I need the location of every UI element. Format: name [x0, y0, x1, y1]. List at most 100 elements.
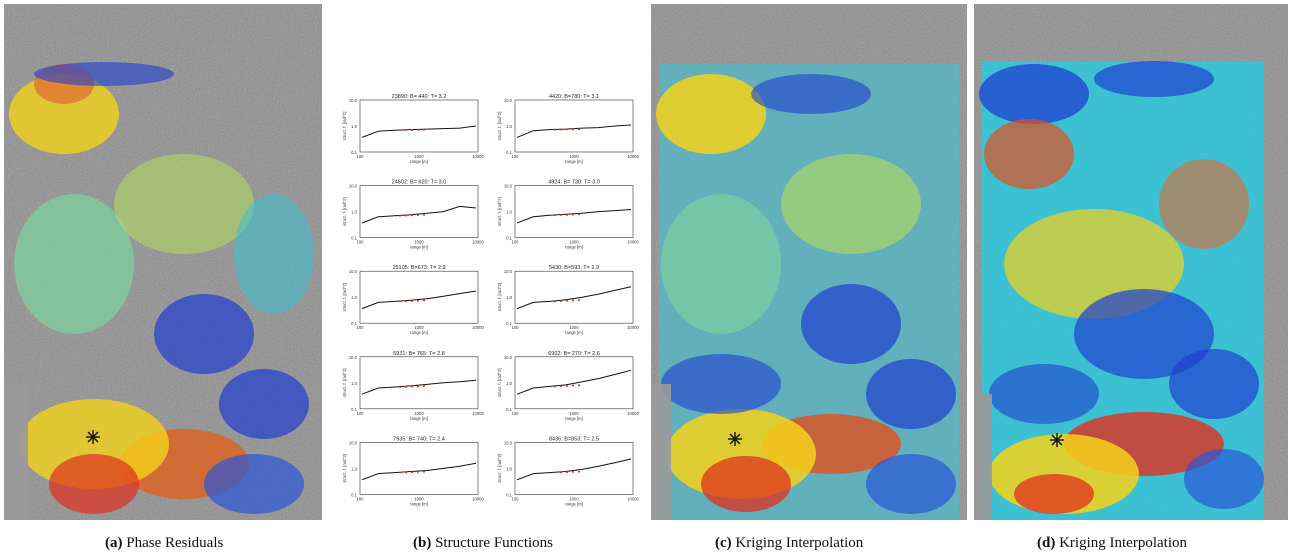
fit-point: [411, 299, 413, 302]
fit-point: [566, 213, 568, 216]
plot-frame: [359, 442, 479, 495]
fit-point: [554, 385, 556, 388]
y-tick-label: 0.1: [351, 492, 357, 497]
y-tick-label: 1.0: [506, 466, 512, 471]
x-tick-label: 100: [357, 325, 365, 330]
fit-point: [566, 471, 568, 474]
y-tick-label: 10.0: [349, 269, 358, 274]
full-interpolated-field: [979, 61, 1264, 520]
fit-point: [417, 385, 419, 388]
y-tick-label: 1.0: [351, 295, 357, 300]
x-axis-label: range [m]: [410, 245, 428, 250]
fit-point: [572, 213, 574, 216]
fit-point: [572, 128, 574, 131]
fit-point: [560, 300, 562, 303]
plot-frame: [514, 442, 634, 495]
y-tick-label: 0.1: [351, 236, 357, 241]
fit-point: [411, 385, 413, 388]
fit-point: [566, 299, 568, 302]
x-tick-label: 10000: [627, 496, 639, 501]
fit-point: [423, 299, 425, 302]
fit-point: [560, 471, 562, 474]
y-tick-label: 10.0: [504, 98, 513, 103]
fit-point: [405, 300, 407, 303]
plot-frame: [359, 185, 479, 238]
y-tick-label: 10.0: [349, 98, 358, 103]
y-axis-label: struct. f. [rad^2]: [342, 197, 347, 226]
x-tick-label: 100: [512, 325, 520, 330]
y-axis-label: struct. f. [rad^2]: [342, 454, 347, 483]
y-axis-label: struct. f. [rad^2]: [497, 283, 502, 312]
plot-frame: [359, 270, 479, 324]
y-tick-label: 10.0: [349, 355, 358, 360]
fit-point: [405, 129, 407, 132]
plot-title: 7935: B= 740: T= 2.4: [393, 436, 445, 442]
x-tick-label: 10000: [627, 411, 639, 416]
x-axis-label: range [m]: [565, 159, 583, 164]
structure-function-curve: [361, 379, 477, 395]
y-tick-label: 1.0: [506, 295, 512, 300]
x-axis-label: range [m]: [565, 245, 583, 250]
fit-point: [578, 384, 580, 387]
fit-point: [399, 129, 401, 132]
x-tick-label: 100: [357, 240, 365, 245]
fit-point: [417, 299, 419, 302]
kriging-interpolation-map-c: [651, 4, 967, 520]
x-tick-label: 100: [512, 411, 520, 416]
fit-point: [423, 470, 425, 473]
plot-title: 4924: B= 730: T= 3.0: [548, 180, 600, 186]
fit-point: [405, 471, 407, 474]
plot-frame: [359, 356, 479, 410]
fit-point: [578, 470, 580, 473]
caption-b: (b) Structure Functions: [413, 535, 553, 551]
x-tick-label: 1000: [569, 325, 579, 330]
fit-point: [411, 471, 413, 474]
fit-point: [578, 128, 580, 131]
plot-frame: [514, 185, 634, 238]
plot-title: 24602: B= 620: T= 3.0: [392, 180, 447, 186]
x-axis-label: range [m]: [565, 330, 583, 335]
x-axis-label: range [m]: [565, 501, 583, 506]
y-tick-label: 1.0: [351, 381, 357, 386]
caption-a: (a) Phase Residuals: [105, 535, 224, 551]
y-tick-label: 0.1: [506, 407, 512, 412]
y-tick-label: 0.1: [506, 321, 512, 326]
y-tick-label: 1.0: [351, 210, 357, 215]
fit-point: [423, 213, 425, 216]
plot-title: 8436: B=853: T= 2.5: [549, 436, 599, 442]
fit-point: [405, 385, 407, 388]
x-tick-label: 10000: [472, 240, 484, 245]
y-tick-label: 1.0: [506, 124, 512, 129]
structure-function-curve: [516, 369, 632, 395]
x-tick-label: 10000: [627, 240, 639, 245]
phase-residuals-map: [4, 4, 322, 520]
fit-point: [554, 128, 556, 131]
fit-point: [399, 300, 401, 303]
fit-point: [411, 128, 413, 131]
structure-function-curve: [516, 124, 632, 138]
fit-point: [399, 214, 401, 217]
fit-point: [572, 470, 574, 473]
x-tick-label: 1000: [414, 496, 424, 501]
y-tick-label: 10.0: [504, 269, 513, 274]
y-tick-label: 1.0: [351, 124, 357, 129]
x-tick-label: 10000: [472, 154, 484, 159]
fit-point: [566, 128, 568, 131]
plot-frame: [514, 356, 634, 410]
fit-point: [417, 470, 419, 473]
y-tick-label: 10.0: [349, 440, 358, 445]
x-tick-label: 1000: [569, 496, 579, 501]
y-axis-label: struct. f. [rad^2]: [497, 368, 502, 397]
reference-star: [86, 430, 100, 444]
fit-point: [399, 385, 401, 388]
fit-point: [423, 385, 425, 388]
y-tick-label: 0.1: [351, 407, 357, 412]
fit-point: [578, 213, 580, 216]
x-tick-label: 100: [357, 411, 365, 416]
